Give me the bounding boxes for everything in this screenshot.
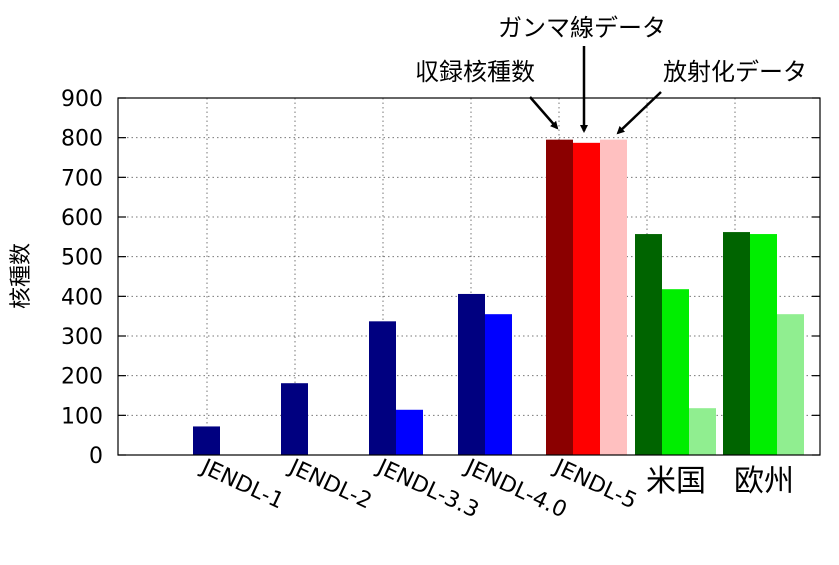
bar-JENDL-3.3-2 xyxy=(396,409,423,455)
plot-frame xyxy=(117,97,821,456)
y-tick-label: 0 xyxy=(89,444,103,469)
y-tick-labels: 0 100 200 300 400 500 600 700 800 900 xyxy=(61,87,103,469)
bar-JENDL-4.0-2 xyxy=(485,314,512,455)
bar-JENDL-5-2 xyxy=(573,142,600,455)
y-tick-label: 800 xyxy=(61,127,103,152)
x-tick-label: JENDL-3.3 xyxy=(372,454,483,523)
annotation-label: 放射化データ xyxy=(663,58,807,86)
y-tick-label: 200 xyxy=(61,365,103,390)
x-tick-label: JENDL-1 xyxy=(196,454,288,515)
bar-JENDL-2-1 xyxy=(281,383,308,455)
bar-欧州-1 xyxy=(723,232,750,455)
y-axis-label: 核種数 xyxy=(9,243,34,309)
bar-JENDL-1-1 xyxy=(193,426,220,455)
y-tick-label: 600 xyxy=(61,206,103,231)
bar-JENDL-4.0-1 xyxy=(458,293,485,455)
bar-JENDL-5-1 xyxy=(546,139,573,455)
x-tick-label: JENDL-2 xyxy=(284,454,376,515)
annotation-arrow xyxy=(529,96,559,130)
annotation-label: 収録核種数 xyxy=(415,58,535,86)
y-tick-label: 500 xyxy=(61,246,103,271)
x-tick-label: 欧州 xyxy=(734,464,794,499)
plot-border xyxy=(117,97,821,456)
bar-欧州-2 xyxy=(750,234,777,455)
annotation-arrow xyxy=(616,91,662,135)
y-tick-label: 900 xyxy=(61,87,103,112)
bars xyxy=(193,139,804,455)
bar-米国-2 xyxy=(662,289,689,455)
y-tick-label: 100 xyxy=(61,404,103,429)
y-tick-label: 300 xyxy=(61,325,103,350)
bar-JENDL-3.3-1 xyxy=(369,321,396,455)
bar-欧州-3 xyxy=(777,314,804,455)
bar-JENDL-5-3 xyxy=(600,139,627,455)
annotation-label: ガンマ線データ xyxy=(498,14,666,42)
bar-米国-1 xyxy=(635,234,662,455)
x-tick-label: 米国 xyxy=(646,464,706,499)
y-tick-label: 400 xyxy=(61,285,103,310)
y-tick-label: 700 xyxy=(61,166,103,191)
bar-米国-3 xyxy=(689,408,716,455)
